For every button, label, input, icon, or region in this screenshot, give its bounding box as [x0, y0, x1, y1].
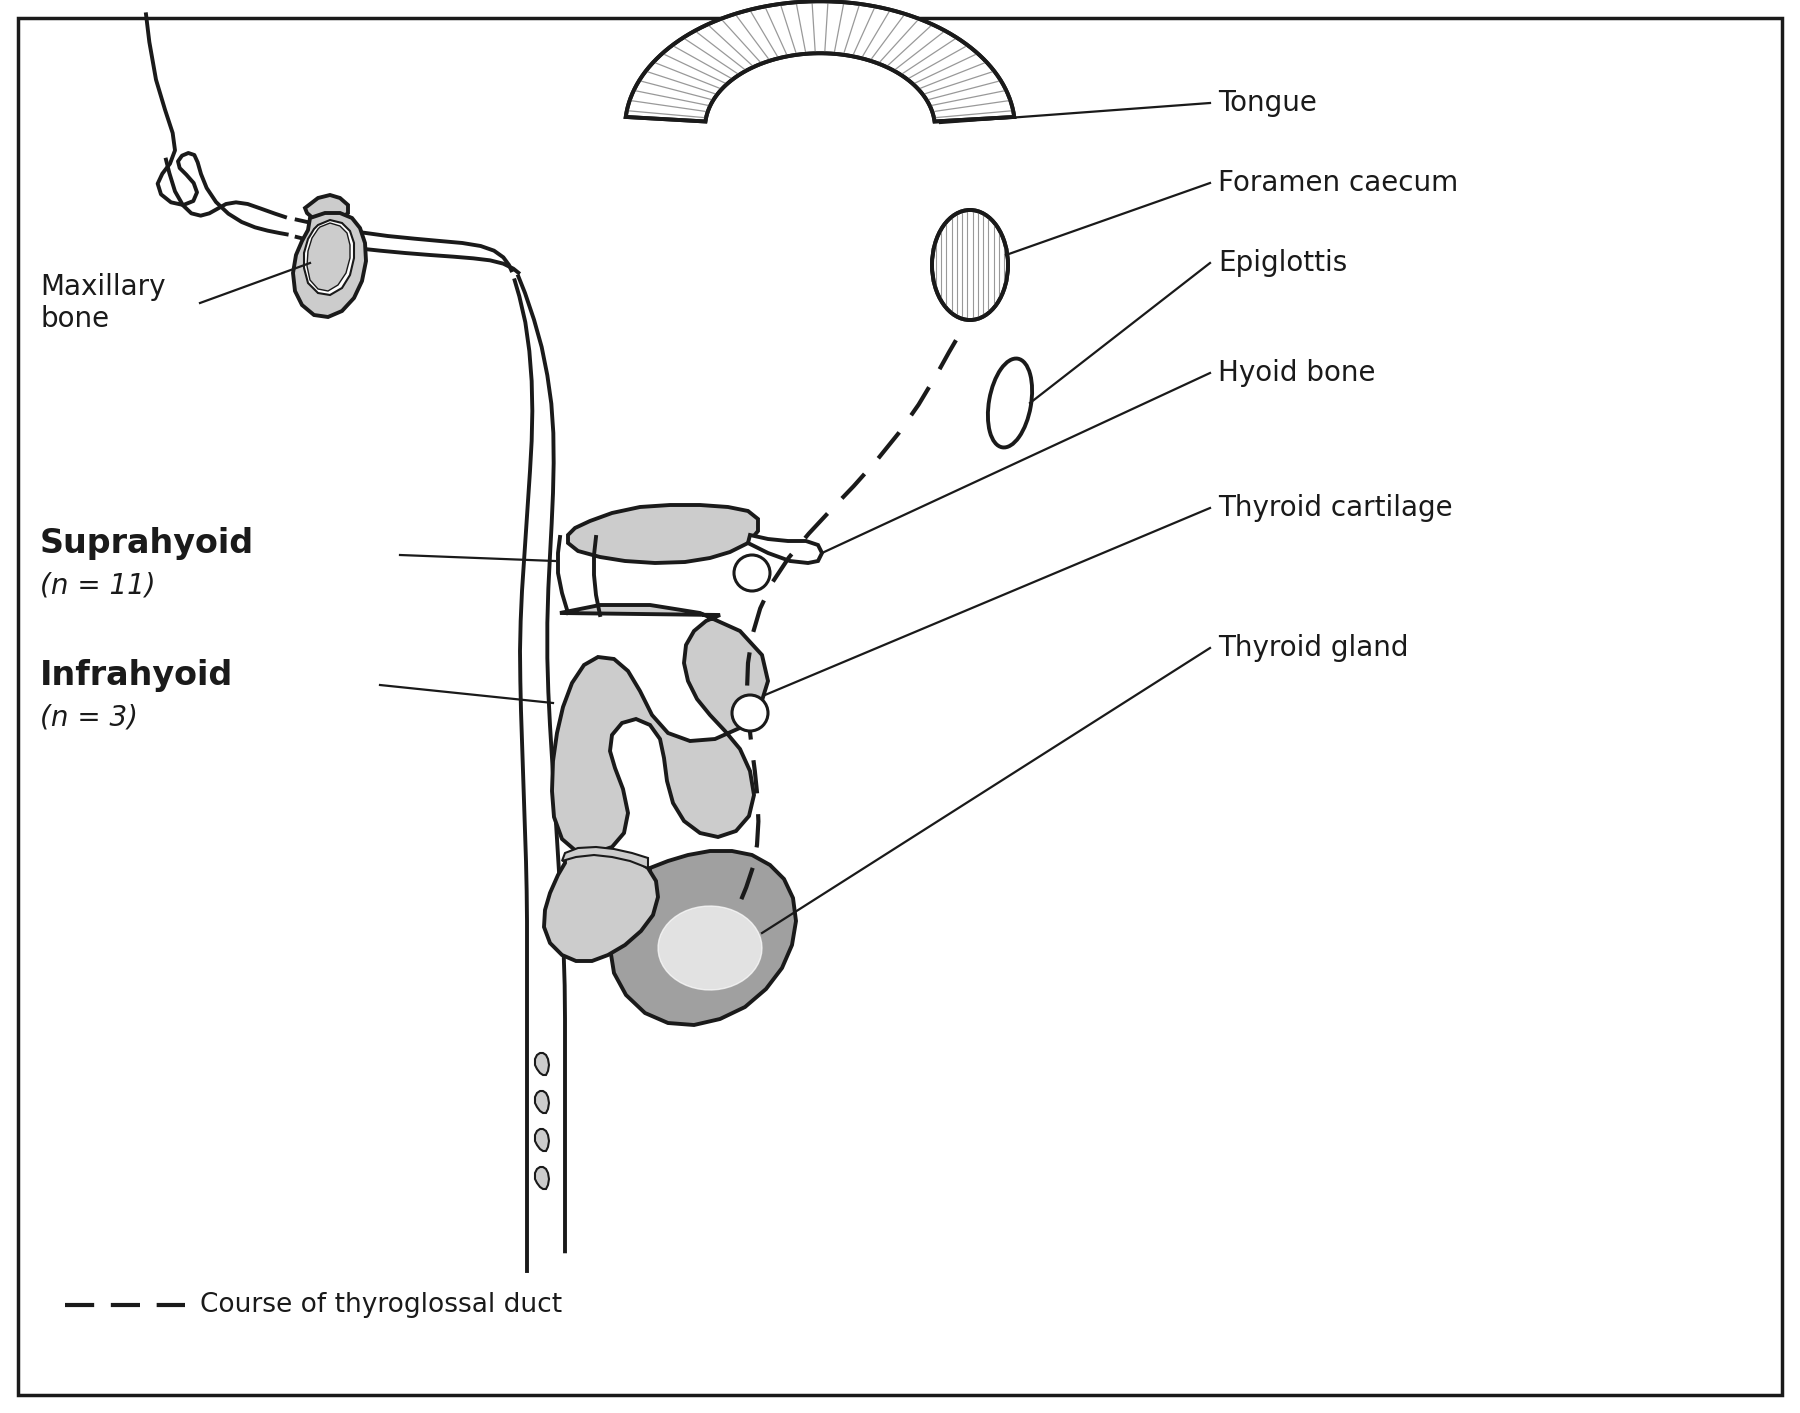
Text: Epiglottis: Epiglottis	[1219, 249, 1346, 277]
Text: Foramen caecum: Foramen caecum	[1219, 170, 1458, 196]
Polygon shape	[553, 605, 769, 853]
Text: Thyroid gland: Thyroid gland	[1219, 634, 1408, 663]
Polygon shape	[626, 1, 1013, 122]
Text: Course of thyroglossal duct: Course of thyroglossal duct	[200, 1291, 562, 1318]
Text: Tongue: Tongue	[1219, 89, 1318, 117]
Polygon shape	[544, 851, 659, 961]
Circle shape	[733, 695, 769, 731]
Polygon shape	[293, 213, 365, 317]
Polygon shape	[610, 851, 796, 1024]
Text: Maxillary
bone: Maxillary bone	[40, 273, 166, 333]
Polygon shape	[304, 220, 355, 295]
Circle shape	[734, 555, 770, 591]
Text: Thyroid cartilage: Thyroid cartilage	[1219, 495, 1453, 521]
Polygon shape	[535, 1053, 549, 1075]
Text: (n = 11): (n = 11)	[40, 571, 155, 599]
Text: Hyoid bone: Hyoid bone	[1219, 359, 1375, 387]
Polygon shape	[569, 504, 758, 562]
Ellipse shape	[932, 211, 1008, 319]
Text: Suprahyoid: Suprahyoid	[40, 527, 254, 560]
Ellipse shape	[988, 359, 1031, 448]
Polygon shape	[535, 1091, 549, 1113]
Polygon shape	[659, 906, 761, 991]
Polygon shape	[535, 1167, 549, 1188]
Text: Infrahyoid: Infrahyoid	[40, 658, 234, 691]
Polygon shape	[308, 223, 349, 291]
Polygon shape	[749, 536, 823, 562]
Text: (n = 3): (n = 3)	[40, 704, 139, 731]
Polygon shape	[304, 195, 347, 223]
Polygon shape	[562, 846, 648, 868]
Polygon shape	[535, 1129, 549, 1152]
